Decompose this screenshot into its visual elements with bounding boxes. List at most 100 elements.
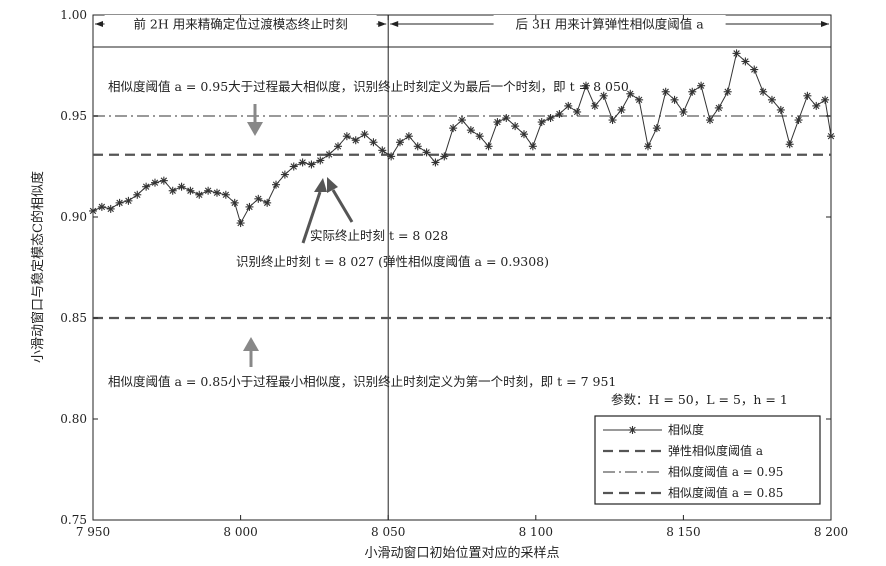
- similarity-point: [705, 116, 714, 125]
- similarity-point: [404, 132, 413, 141]
- header-right-label: 后 3H 用来计算弹性相似度阈值 a: [515, 17, 704, 32]
- similarity-point: [661, 87, 670, 96]
- similarity-point: [714, 103, 723, 112]
- annotation-bottom-note: 相似度阈值 a = 0.85小于过程最小相似度，识别终止时刻定义为第一个时刻，即…: [108, 374, 616, 389]
- similarity-point: [221, 190, 230, 199]
- y-tick-label: 0.95: [60, 109, 87, 123]
- y-axis-ticks: 0.75 0.80 0.85 0.90 0.95 1.00: [60, 8, 831, 527]
- similarity-point: [212, 188, 221, 197]
- similarity-point: [133, 190, 142, 199]
- similarity-point: [564, 101, 573, 110]
- header-right-arrowhead-end: [821, 21, 829, 27]
- similarity-point: [502, 114, 511, 123]
- legend-entry: 相似度阈值 a = 0.85: [603, 485, 783, 500]
- y-tick-label: 0.75: [60, 513, 87, 527]
- similarity-point: [643, 142, 652, 151]
- similarity-point: [555, 109, 564, 118]
- similarity-point: [626, 89, 635, 98]
- similarity-point: [159, 176, 168, 185]
- similarity-point: [360, 130, 369, 139]
- similarity-point: [803, 91, 812, 100]
- similarity-point: [528, 142, 537, 151]
- similarity-point: [493, 118, 502, 127]
- similarity-series-markers: [89, 49, 835, 228]
- similarity-point: [697, 81, 706, 90]
- x-axis-ticks: 7 950 8 000 8 050 8 100 8 150 8 200: [76, 15, 848, 539]
- similarity-point: [475, 132, 484, 141]
- similarity-point: [776, 105, 785, 114]
- similarity-point: [334, 142, 343, 151]
- similarity-point: [115, 198, 124, 207]
- similarity-point: [150, 178, 159, 187]
- similarity-point: [195, 190, 204, 199]
- similarity-point: [369, 138, 378, 147]
- similarity-point: [741, 57, 750, 66]
- similarity-point: [449, 124, 458, 133]
- similarity-point: [590, 101, 599, 110]
- similarity-point: [511, 122, 520, 131]
- similarity-point: [142, 182, 151, 191]
- similarity-point: [263, 198, 272, 207]
- legend-entry: 相似度阈值 a = 0.95: [603, 464, 783, 479]
- similarity-point: [378, 146, 387, 155]
- similarity-point: [812, 101, 821, 110]
- similarity-point: [537, 118, 546, 127]
- legend-entry: 弹性相似度阈值 a: [603, 443, 763, 458]
- header-left-arrowhead-end: [378, 21, 387, 27]
- similarity-point: [245, 202, 254, 211]
- x-axis-title: 小滑动窗口初始位置对应的采样点: [364, 545, 559, 561]
- plot-frame: [92, 14, 832, 521]
- annotation-params: 参数：H = 50，L = 5，h = 1: [611, 392, 788, 407]
- similarity-point: [325, 150, 334, 159]
- similarity-point: [723, 87, 732, 96]
- similarity-point: [688, 87, 697, 96]
- similarity-point: [351, 136, 360, 145]
- similarity-point: [670, 95, 679, 104]
- similarity-point: [387, 152, 396, 161]
- similarity-point: [186, 186, 195, 195]
- header-left-label-bg: [104, 15, 377, 33]
- y-tick-label: 0.90: [60, 210, 87, 224]
- similarity-point: [396, 138, 405, 147]
- annotation-top-note: 相似度阈值 a = 0.95大于过程最大相似度，识别终止时刻定义为最后一个时刻，…: [108, 79, 629, 94]
- similarity-point: [732, 49, 741, 58]
- x-tick-label: 8 200: [814, 525, 848, 539]
- similarity-point: [236, 219, 245, 228]
- similarity-point: [759, 87, 768, 96]
- similarity-point: [440, 152, 449, 161]
- similarity-point: [289, 162, 298, 171]
- y-tick-label: 0.85: [60, 311, 87, 325]
- y-tick-label: 1.00: [60, 8, 87, 22]
- annotation-actual-end: 实际终止时刻 t = 8 028: [310, 228, 448, 243]
- similarity-point: [635, 95, 644, 104]
- x-tick-label: 7 950: [76, 525, 110, 539]
- x-tick-label: 8 150: [666, 525, 700, 539]
- similarity-point: [466, 126, 475, 135]
- similarity-point: [106, 204, 115, 213]
- similarity-point: [168, 186, 177, 195]
- similarity-point: [484, 142, 493, 151]
- annotation-end-arrows: [301, 177, 354, 244]
- similarity-point: [89, 206, 97, 215]
- legend-label: 弹性相似度阈值 a: [668, 443, 763, 458]
- similarity-point: [821, 95, 830, 104]
- similarity-point: [679, 107, 688, 116]
- header-left-arrowhead-start: [95, 21, 103, 27]
- similarity-point: [608, 116, 617, 125]
- similarity-point: [177, 182, 186, 191]
- similarity-point: [652, 124, 661, 133]
- legend-label: 相似度: [668, 422, 704, 437]
- x-tick-label: 8 050: [371, 525, 405, 539]
- similarity-point: [546, 114, 555, 123]
- legend-star-marker: [628, 426, 637, 434]
- similarity-point: [827, 132, 835, 141]
- similarity-point: [280, 170, 289, 179]
- similarity-point: [254, 194, 263, 203]
- header-group: 前 2H 用来精确定位过渡模态终止时刻 后 3H 用来计算弹性相似度阈值 a: [95, 15, 829, 33]
- x-tick-label: 8 100: [519, 525, 553, 539]
- similarity-point: [573, 107, 582, 116]
- annotation-top-arrow: [247, 104, 263, 136]
- legend-label: 相似度阈值 a = 0.85: [668, 485, 783, 500]
